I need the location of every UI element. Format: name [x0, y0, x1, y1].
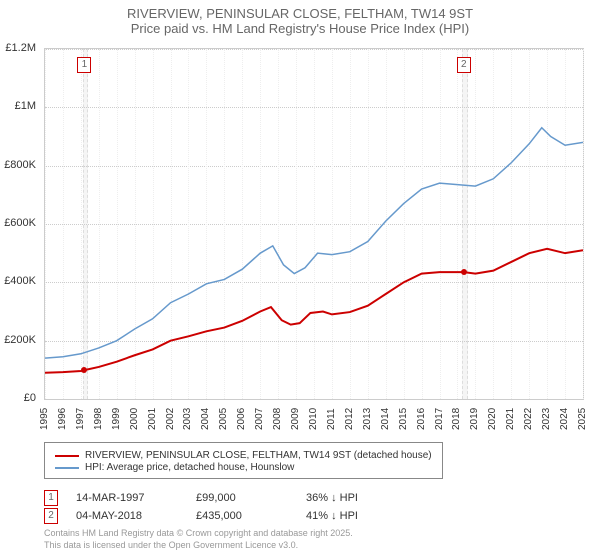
price-marker-dot	[461, 269, 467, 275]
x-axis-label: 2006	[236, 408, 247, 430]
y-axis-label: £800K	[4, 159, 36, 171]
chart-title: RIVERVIEW, PENINSULAR CLOSE, FELTHAM, TW…	[0, 0, 600, 36]
price-marker-label: 1	[77, 57, 91, 73]
data-point-row: 2 04-MAY-2018£435,00041% ↓ HPI	[44, 508, 406, 524]
y-axis: £0£200K£400K£600K£800K£1M£1.2M	[0, 48, 40, 400]
price-data-points: 1 14-MAR-1997£99,00036% ↓ HPI 2 04-MAY-2018…	[44, 488, 406, 526]
legend-row: HPI: Average price, detached house, Houn…	[55, 462, 432, 473]
data-point-marker: 2	[44, 508, 58, 524]
x-axis-label: 2005	[218, 408, 229, 430]
x-axis-label: 2021	[505, 408, 516, 430]
title-address: RIVERVIEW, PENINSULAR CLOSE, FELTHAM, TW…	[0, 6, 600, 21]
line-chart-svg	[45, 49, 583, 399]
x-axis-label: 2023	[541, 408, 552, 430]
x-axis-label: 2004	[200, 408, 211, 430]
plot-area: 12	[44, 48, 584, 400]
legend-swatch	[55, 467, 79, 469]
x-axis: 1995199619971998199920002001200220032004…	[44, 402, 584, 442]
data-point-row: 1 14-MAR-1997£99,00036% ↓ HPI	[44, 490, 406, 506]
data-point-marker: 1	[44, 490, 58, 506]
credits-line2: This data is licensed under the Open Gov…	[44, 540, 353, 552]
title-subtitle: Price paid vs. HM Land Registry's House …	[0, 21, 600, 36]
y-axis-label: £200K	[4, 334, 36, 346]
x-axis-label: 2013	[362, 408, 373, 430]
x-axis-label: 2025	[577, 408, 588, 430]
x-axis-label: 1997	[75, 408, 86, 430]
data-point-date: 14-MAR-1997	[76, 492, 196, 504]
x-axis-label: 2017	[434, 408, 445, 430]
legend-swatch	[55, 455, 79, 457]
price-marker-dot	[81, 367, 87, 373]
x-axis-label: 2009	[290, 408, 301, 430]
x-axis-label: 2000	[129, 408, 140, 430]
x-axis-label: 1998	[93, 408, 104, 430]
chart-container: RIVERVIEW, PENINSULAR CLOSE, FELTHAM, TW…	[0, 0, 600, 560]
x-axis-label: 2014	[380, 408, 391, 430]
legend-label: RIVERVIEW, PENINSULAR CLOSE, FELTHAM, TW…	[85, 450, 432, 461]
x-axis-label: 2024	[559, 408, 570, 430]
y-axis-label: £0	[24, 392, 36, 404]
data-point-price: £99,000	[196, 492, 306, 504]
x-axis-label: 2001	[147, 408, 158, 430]
data-point-hpi: 41% ↓ HPI	[306, 510, 406, 522]
x-axis-label: 2022	[523, 408, 534, 430]
series-price_paid	[45, 249, 583, 373]
series-hpi	[45, 128, 583, 358]
x-axis-label: 2010	[308, 408, 319, 430]
legend-row: RIVERVIEW, PENINSULAR CLOSE, FELTHAM, TW…	[55, 450, 432, 461]
x-axis-label: 2020	[487, 408, 498, 430]
x-axis-label: 1995	[39, 408, 50, 430]
x-axis-label: 2002	[165, 408, 176, 430]
y-axis-label: £400K	[4, 275, 36, 287]
y-axis-label: £600K	[4, 217, 36, 229]
x-axis-label: 2007	[254, 408, 265, 430]
price-marker-label: 2	[457, 57, 471, 73]
x-axis-label: 1996	[57, 408, 68, 430]
data-point-price: £435,000	[196, 510, 306, 522]
y-axis-label: £1M	[15, 100, 36, 112]
credits-line1: Contains HM Land Registry data © Crown c…	[44, 528, 353, 540]
x-axis-label: 2011	[326, 408, 337, 430]
credits: Contains HM Land Registry data © Crown c…	[44, 528, 353, 551]
y-axis-label: £1.2M	[5, 42, 36, 54]
legend: RIVERVIEW, PENINSULAR CLOSE, FELTHAM, TW…	[44, 442, 443, 479]
gridline	[583, 49, 584, 399]
x-axis-label: 1999	[111, 408, 122, 430]
data-point-date: 04-MAY-2018	[76, 510, 196, 522]
data-point-hpi: 36% ↓ HPI	[306, 492, 406, 504]
x-axis-label: 2003	[182, 408, 193, 430]
x-axis-label: 2018	[451, 408, 462, 430]
x-axis-label: 2019	[469, 408, 480, 430]
legend-label: HPI: Average price, detached house, Houn…	[85, 462, 294, 473]
x-axis-label: 2016	[416, 408, 427, 430]
x-axis-label: 2008	[272, 408, 283, 430]
x-axis-label: 2012	[344, 408, 355, 430]
x-axis-label: 2015	[398, 408, 409, 430]
